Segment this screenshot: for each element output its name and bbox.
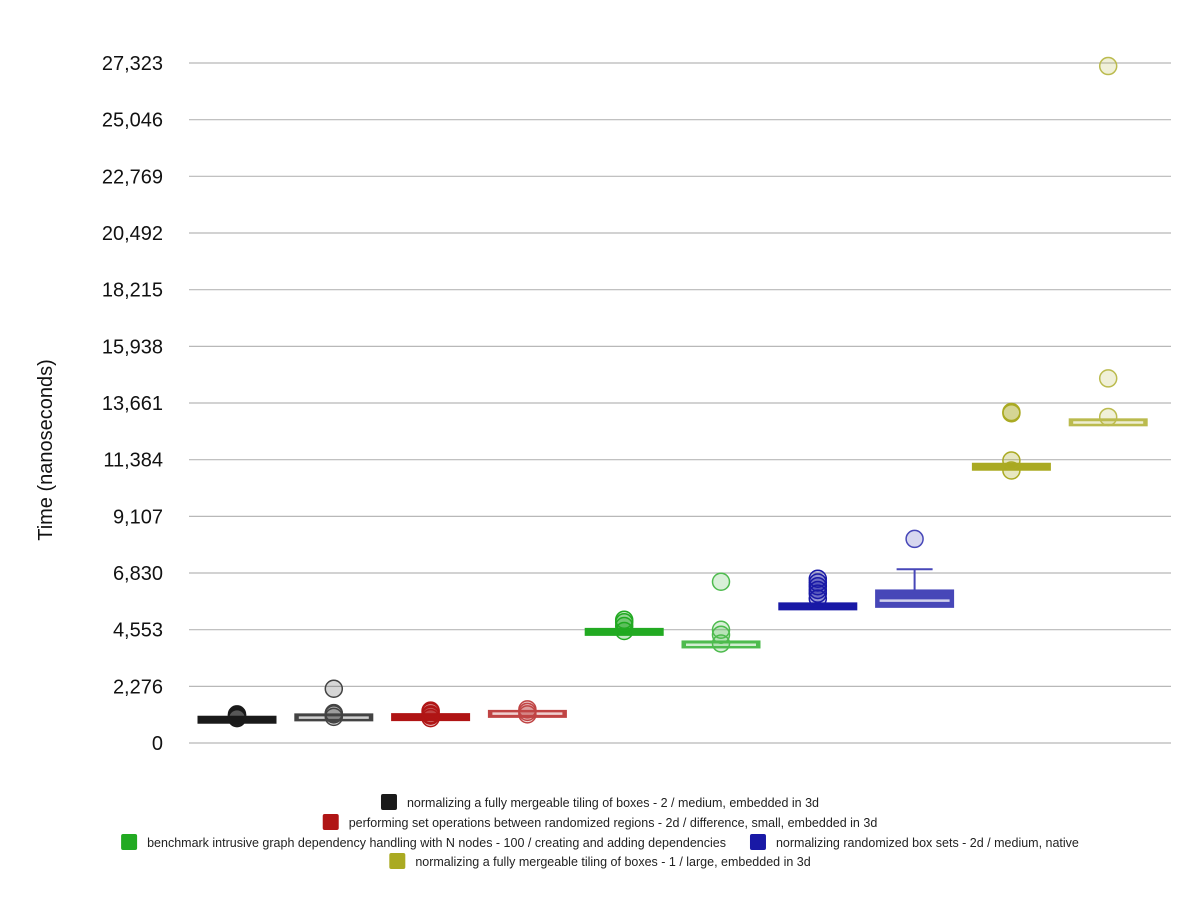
legend: normalizing a fully mergeable tiling of … [121,794,1079,869]
box-1-base [197,705,277,728]
legend-item: normalizing randomized box sets - 2d / m… [749,834,1079,850]
legend-label: normalizing randomized box sets - 2d / m… [776,836,1079,850]
y-axis-title: Time (nanoseconds) [35,359,57,541]
box [875,589,955,608]
outlier-point [808,569,828,588]
box-5-base [971,402,1051,480]
outlier-point [711,620,731,640]
y-tick-label: 13,661 [102,393,163,415]
outlier-point [324,703,344,723]
outlier-point [518,700,537,719]
legend-label: benchmark intrusive graph dependency han… [147,836,726,850]
y-tick-label: 11,384 [103,450,163,472]
box-1-comparison [294,679,374,727]
y-tick-label: 22,769 [102,166,163,188]
outlier-point [227,705,247,724]
gridlines [189,62,1171,744]
legend-label: normalizing a fully mergeable tiling of … [407,796,819,810]
box-4-base [778,569,858,611]
legend-label: normalizing a fully mergeable tiling of … [415,855,810,869]
y-tick-label: 15,938 [102,336,163,358]
legend-item: benchmark intrusive graph dependency han… [121,834,726,850]
legend-label: performing set operations between random… [349,816,878,830]
legend-item: normalizing a fully mergeable tiling of … [389,853,811,869]
outlier-point [614,610,634,630]
y-tick-label: 9,107 [113,506,163,528]
outlier-point [324,679,344,698]
legend-item: performing set operations between random… [322,814,878,830]
box-3-comparison [681,572,761,653]
legend-item: normalizing a fully mergeable tiling of … [380,794,819,810]
legend-swatch [749,834,766,850]
y-tick-label: 20,492 [102,223,163,245]
box-5-comparison [1068,56,1148,427]
outlier-point [711,625,731,644]
y-tick-label: 2,276 [113,676,163,698]
y-tick-label: 18,215 [102,280,163,302]
outlier-point [1098,56,1118,76]
outlier-point [1002,402,1021,422]
legend-swatch [389,853,406,869]
legend-swatch [380,794,397,810]
box-plots [197,56,1148,728]
y-tick-label: 25,046 [102,110,163,132]
outlier-point [1098,369,1118,388]
outlier-point [1002,461,1021,480]
box-2-base [391,701,471,728]
box-3-base [584,610,664,641]
y-axis-tick-labels: 0 2,276 4,553 6,830 9,107 11,384 13,661 15,938 1… [102,53,163,755]
outlier-point [1002,451,1021,470]
outlier-point [421,701,440,720]
box-4-comparison [875,529,955,608]
legend-swatch [121,834,138,850]
y-tick-label: 4,553 [113,620,163,642]
y-tick-label: 0 [152,733,163,755]
y-tick-label: 6,830 [113,563,163,585]
box-2-comparison [487,700,567,724]
outlier-point [1098,407,1118,427]
outlier-point [711,572,731,591]
legend-swatch [322,814,339,830]
outlier-point [905,529,924,549]
y-tick-label: 27,323 [102,53,163,75]
